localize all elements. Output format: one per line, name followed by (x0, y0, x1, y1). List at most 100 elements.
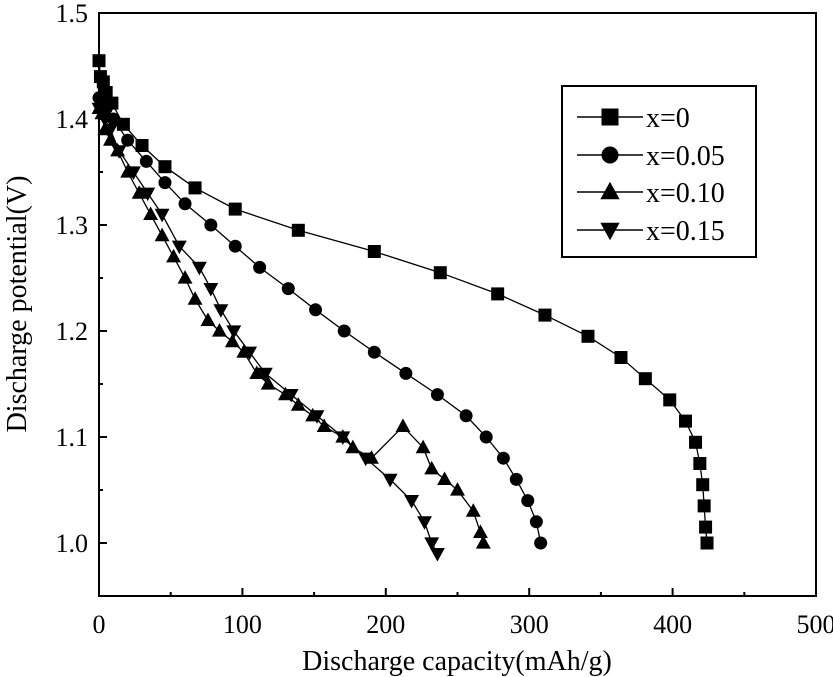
data-point (358, 452, 374, 467)
data-point (395, 418, 411, 432)
y-tick-label: 1.1 (56, 423, 89, 452)
data-point (224, 333, 240, 348)
legend-label: x=0.10 (646, 178, 725, 209)
data-point (135, 139, 149, 152)
data-point (166, 248, 182, 263)
data-point (309, 303, 323, 317)
data-point (337, 324, 351, 338)
legend-marker (600, 222, 620, 241)
data-point (417, 516, 432, 530)
data-point (509, 472, 523, 486)
data-point (581, 329, 595, 343)
series-line (98, 108, 438, 554)
data-point (496, 451, 510, 465)
x-tick-label: 0 (93, 610, 106, 639)
legend-item-3: x=0.10 (577, 178, 725, 209)
data-point (291, 223, 305, 237)
data-point (228, 239, 242, 253)
legend-marker (601, 108, 619, 126)
legend-box (561, 85, 757, 258)
data-point (693, 457, 707, 470)
data-point (204, 218, 218, 232)
data-point (188, 181, 202, 195)
data-point (475, 535, 491, 549)
data-point (534, 536, 548, 550)
y-axis-label: Discharge potential(V) (2, 176, 33, 433)
legend-item-4: x=0.15 (577, 216, 725, 247)
data-point (697, 499, 711, 513)
data-point (257, 367, 273, 382)
data-point (253, 260, 267, 274)
data-point (638, 372, 652, 386)
data-point (399, 366, 413, 380)
x-tick-label: 200 (366, 610, 405, 639)
data-point (158, 160, 172, 174)
data-point (614, 351, 628, 364)
data-point (699, 520, 713, 534)
data-point (200, 312, 216, 326)
data-point (281, 282, 295, 296)
data-point (283, 389, 299, 403)
data-point (472, 524, 488, 538)
legend-label: x=0 (646, 103, 690, 134)
data-point (103, 124, 118, 138)
data-point (154, 227, 170, 242)
data-point (212, 323, 227, 337)
data-point (242, 346, 258, 361)
data-point (140, 187, 156, 202)
data-point (538, 308, 552, 322)
data-point (491, 287, 505, 301)
data-point (191, 261, 207, 276)
data-point (382, 473, 398, 488)
data-point (131, 185, 147, 199)
legend-item-1: x=0 (577, 103, 690, 134)
axis-ticks: 0 100 200 300 400 500 1.0 1.1 1.2 1.3 1.4 1.5 (56, 0, 833, 639)
data-point (465, 503, 481, 517)
data-point (309, 410, 325, 424)
data-point (437, 471, 453, 485)
series-4 (91, 102, 445, 562)
data-point (430, 388, 444, 402)
legend: x=0 x=0.05 x=0.10 x=0.15 (561, 85, 757, 258)
data-point (158, 176, 172, 190)
series-layer (91, 54, 714, 562)
data-point (450, 482, 465, 496)
data-point (249, 365, 265, 379)
data-point (143, 206, 159, 220)
legend-marker (600, 181, 620, 200)
x-tick-label: 100 (223, 610, 262, 639)
data-point (121, 133, 135, 147)
data-point (459, 409, 473, 423)
data-point (521, 494, 535, 508)
x-tick-label: 500 (797, 610, 833, 639)
data-point (213, 304, 229, 318)
series-1 (92, 54, 714, 550)
data-point (177, 270, 193, 284)
data-point (171, 240, 187, 255)
data-point (696, 478, 710, 492)
y-tick-label: 1.2 (56, 317, 89, 346)
data-point (125, 166, 141, 180)
data-point (154, 208, 170, 223)
data-point (260, 376, 276, 390)
x-tick-label: 400 (653, 610, 692, 639)
data-point (367, 345, 381, 359)
y-tick-label: 1.3 (56, 211, 89, 240)
legend-label: x=0.15 (646, 216, 725, 247)
data-point (111, 145, 127, 159)
data-point (226, 325, 242, 339)
data-point (367, 245, 381, 258)
data-point (316, 418, 332, 432)
data-point (290, 397, 306, 411)
y-tick-label: 1.0 (56, 529, 89, 558)
data-point (335, 431, 351, 445)
data-point (415, 439, 431, 454)
data-point (187, 291, 203, 305)
data-point (429, 548, 445, 562)
data-point (404, 495, 420, 509)
data-point (700, 536, 714, 550)
x-axis-label: Discharge capacity(mAh/g) (302, 646, 612, 677)
legend-label: x=0.05 (646, 141, 725, 172)
data-point (663, 393, 677, 407)
